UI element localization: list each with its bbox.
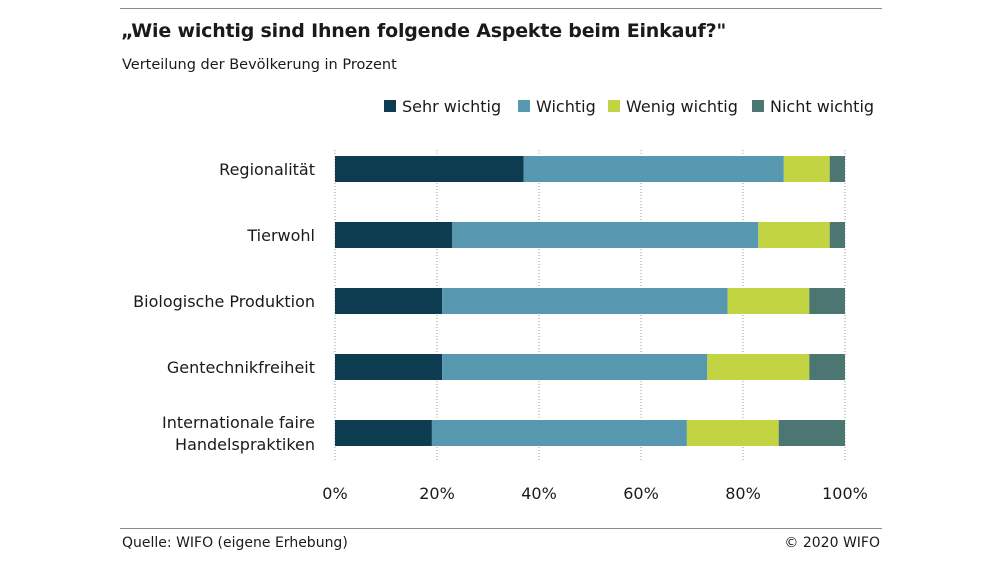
legend-swatch <box>752 100 764 112</box>
bar-segment <box>335 156 524 182</box>
x-tick-label: 0% <box>322 484 347 503</box>
bar-segment <box>809 288 845 314</box>
bars <box>335 156 845 446</box>
legend-swatch <box>608 100 620 112</box>
chart-title: „Wie wichtig sind Ihnen folgende Aspekte… <box>121 20 727 42</box>
bar-segment <box>523 156 784 182</box>
legend-label: Sehr wichtig <box>402 97 501 116</box>
chart-subtitle: Verteilung der Bevölkerung in Prozent <box>122 57 397 73</box>
bar-segment <box>335 420 432 446</box>
x-tick-label: 20% <box>419 484 455 503</box>
x-tick-label: 100% <box>822 484 868 503</box>
bar-segment <box>707 354 810 380</box>
bottom-rule <box>120 528 882 529</box>
category-labels: Regionalität Tierwohl Biologische Produkti… <box>133 160 315 454</box>
x-tick-labels: 0% 20% 40% 60% 80% 100% <box>322 484 868 503</box>
source-note: Quelle: WIFO (eigene Erhebung) <box>122 535 348 551</box>
legend-label: Wichtig <box>536 97 596 116</box>
top-rule <box>120 8 882 9</box>
category-label: Biologische Produktion <box>133 292 315 311</box>
bar-segment <box>442 288 728 314</box>
bar-segment <box>783 156 830 182</box>
bar-segment <box>335 354 443 380</box>
bar-segment <box>829 156 845 182</box>
bar-segment <box>809 354 845 380</box>
copyright-note: © 2020 WIFO <box>784 535 880 551</box>
legend-swatch <box>518 100 530 112</box>
bar-segment <box>431 420 687 446</box>
legend-swatch <box>384 100 396 112</box>
category-label: Gentechnikfreiheit <box>167 358 315 377</box>
bar-segment <box>442 354 708 380</box>
legend-label: Wenig wichtig <box>626 97 738 116</box>
bar-segment <box>727 288 810 314</box>
legend: Sehr wichtig Wichtig Wenig wichtig Nicht wi… <box>384 97 874 116</box>
bar-segment <box>758 222 830 248</box>
bar-segment <box>452 222 759 248</box>
category-label: Handelspraktiken <box>175 435 315 454</box>
bar-segment <box>335 222 453 248</box>
bar-segment <box>335 288 443 314</box>
category-label: Tierwohl <box>246 226 315 245</box>
category-label: Internationale faire <box>162 413 315 432</box>
x-tick-label: 40% <box>521 484 557 503</box>
x-tick-label: 60% <box>623 484 659 503</box>
bar-segment <box>829 222 845 248</box>
category-label: Regionalität <box>219 160 315 179</box>
legend-label: Nicht wichtig <box>770 97 874 116</box>
x-tick-label: 80% <box>725 484 761 503</box>
bar-segment <box>686 420 779 446</box>
bar-segment <box>778 420 845 446</box>
